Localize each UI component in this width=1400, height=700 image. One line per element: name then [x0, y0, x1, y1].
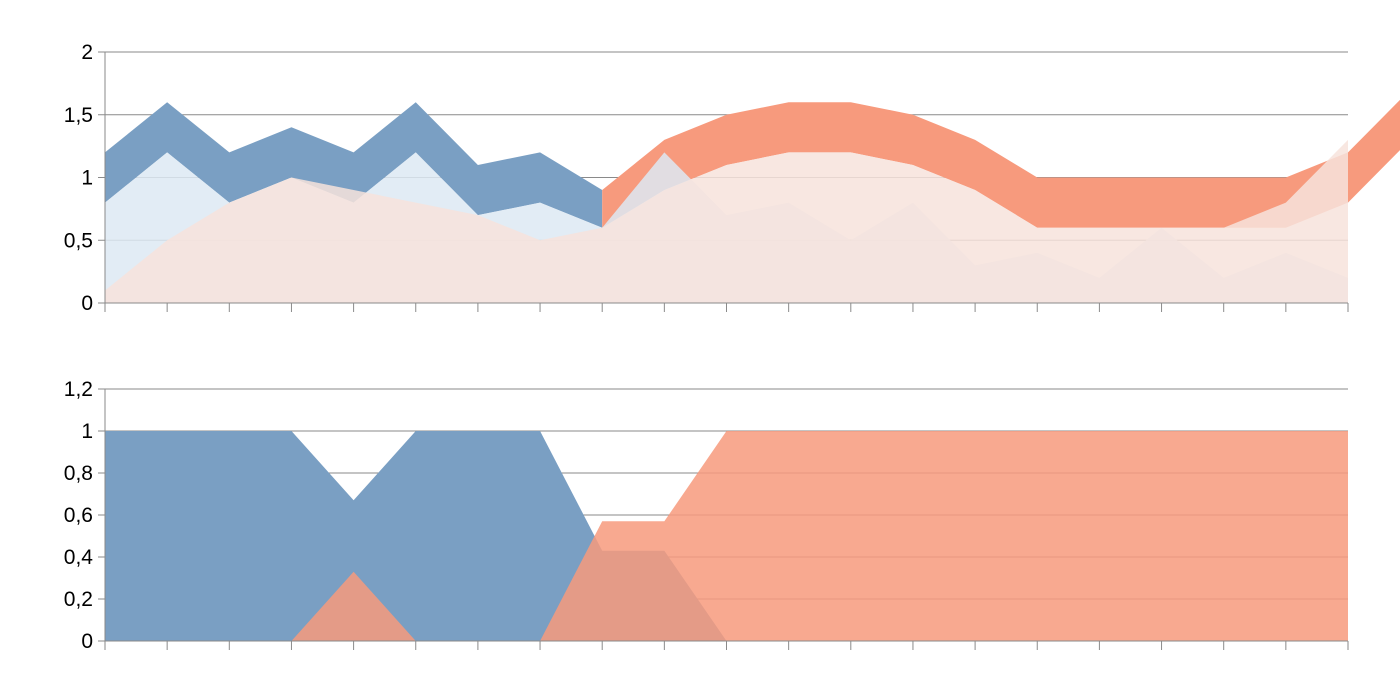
- y-tick-label-top-4: 2: [81, 41, 93, 64]
- y-tick-label-bottom-4: 0,8: [64, 462, 93, 485]
- y-tick-label-bottom-1: 0,2: [64, 588, 93, 611]
- series-bottom-0-area: [105, 431, 1348, 641]
- chart-top: 0 0,5 1 1,5 2: [64, 41, 1400, 315]
- y-tick-label-bottom-3: 0,6: [64, 504, 93, 527]
- chart-bottom: 0 0,2 0,4 0,6 0,8 1 1,2: [64, 378, 1349, 653]
- y-tick-label-top-0: 0: [81, 292, 93, 315]
- series-top-0-band: [105, 102, 603, 228]
- series-top-1-band: [602, 99, 1400, 228]
- y-tick-label-bottom-0: 0: [81, 630, 93, 653]
- series-bottom-1-area: [105, 431, 1348, 641]
- series-top-3-area: [105, 139, 1348, 303]
- y-tick-label-bottom-5: 1: [81, 420, 93, 443]
- y-tick-label-bottom-6: 1,2: [64, 378, 93, 401]
- y-tick-label-bottom-2: 0,4: [64, 546, 94, 569]
- y-tick-label-top-3: 1,5: [64, 104, 93, 127]
- y-tick-label-top-1: 0,5: [64, 229, 93, 252]
- y-tick-label-top-2: 1: [81, 167, 93, 190]
